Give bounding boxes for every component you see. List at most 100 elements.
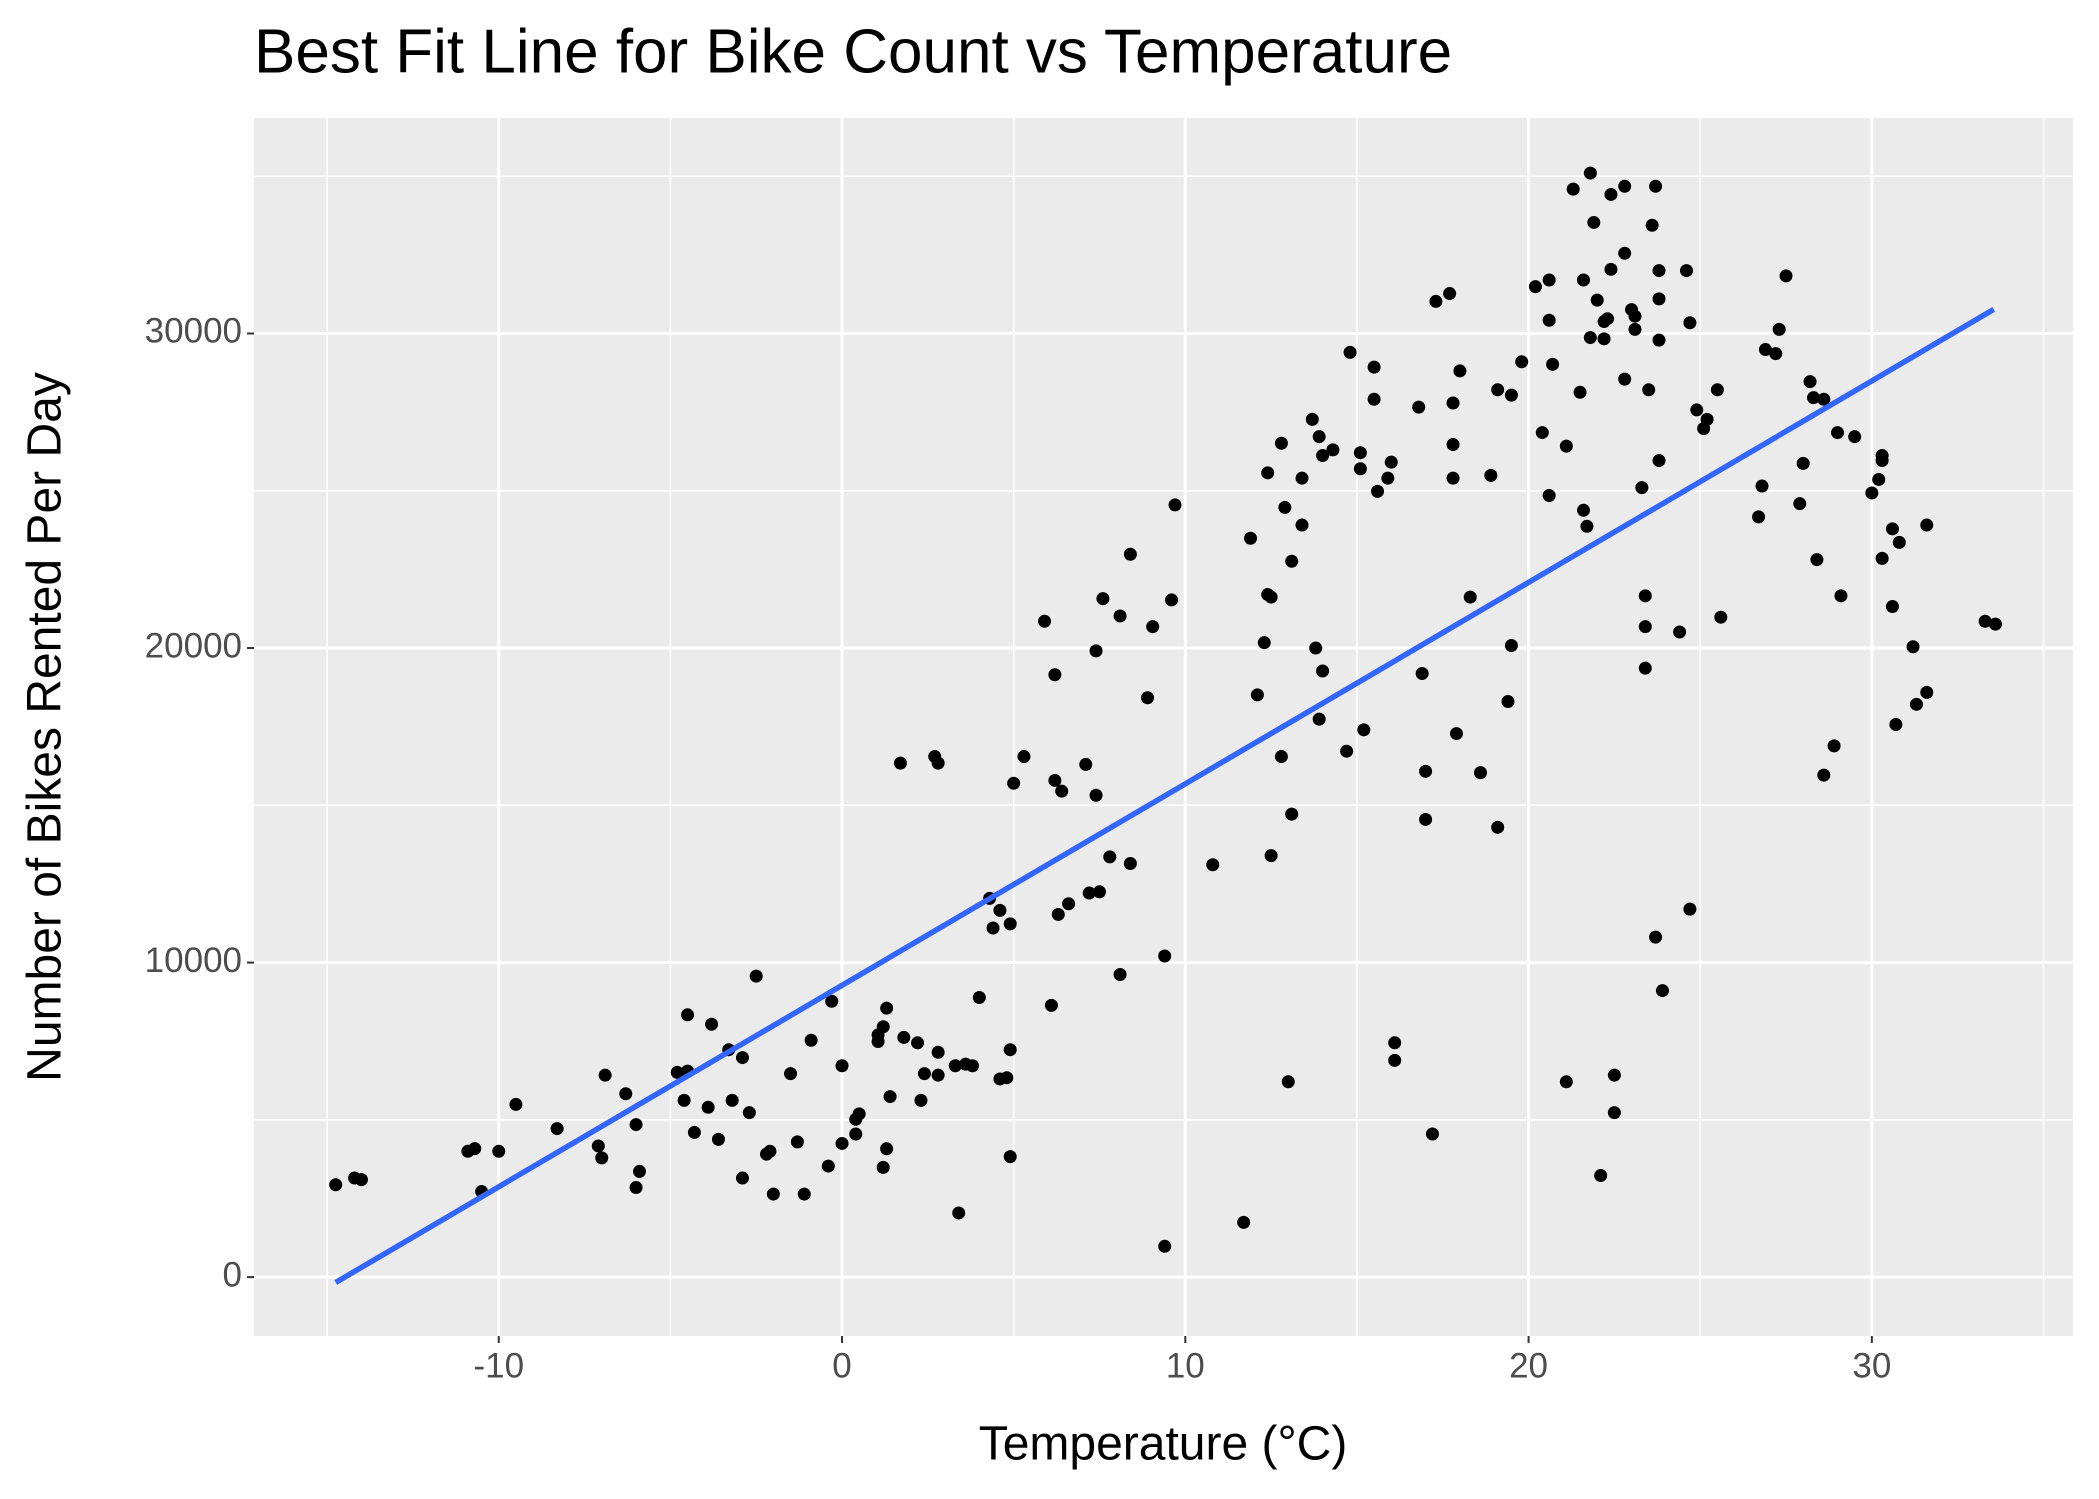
point bbox=[1978, 614, 1992, 628]
point bbox=[1642, 383, 1656, 397]
point bbox=[1872, 472, 1886, 486]
point bbox=[917, 1067, 931, 1081]
point bbox=[1048, 773, 1062, 787]
point bbox=[1384, 455, 1398, 469]
point bbox=[1264, 590, 1278, 604]
point bbox=[1649, 179, 1663, 193]
point bbox=[742, 1106, 756, 1120]
point bbox=[1806, 391, 1820, 405]
point bbox=[1528, 280, 1542, 294]
point bbox=[705, 1017, 719, 1031]
point bbox=[1758, 343, 1772, 357]
point bbox=[1484, 468, 1498, 482]
point bbox=[619, 1087, 633, 1101]
point bbox=[1607, 1068, 1621, 1082]
point bbox=[1803, 375, 1817, 389]
point bbox=[911, 1036, 925, 1050]
point bbox=[1793, 497, 1807, 511]
x-tick-label: 30 bbox=[1852, 1346, 1891, 1385]
point bbox=[1051, 907, 1065, 921]
point bbox=[766, 1187, 780, 1201]
point bbox=[883, 1090, 897, 1104]
point bbox=[952, 1206, 966, 1220]
point bbox=[1618, 246, 1632, 260]
point bbox=[893, 756, 907, 770]
point bbox=[1683, 902, 1697, 916]
point bbox=[790, 1135, 804, 1149]
point bbox=[1594, 1169, 1608, 1183]
point bbox=[1875, 454, 1889, 468]
point bbox=[1158, 1239, 1172, 1253]
point bbox=[1326, 443, 1340, 457]
point bbox=[1573, 385, 1587, 399]
point bbox=[629, 1180, 643, 1194]
point bbox=[1305, 412, 1319, 426]
point bbox=[1429, 294, 1443, 308]
point bbox=[1542, 313, 1556, 327]
point bbox=[598, 1068, 612, 1082]
point bbox=[1885, 600, 1899, 614]
point bbox=[880, 1142, 894, 1156]
point bbox=[595, 1151, 609, 1165]
point bbox=[1576, 503, 1590, 517]
point bbox=[1082, 886, 1096, 900]
point bbox=[1079, 757, 1093, 771]
point bbox=[1590, 293, 1604, 307]
point bbox=[1796, 456, 1810, 470]
point bbox=[1710, 383, 1724, 397]
y-tick-label: 30000 bbox=[145, 312, 242, 351]
point bbox=[1089, 788, 1103, 802]
point bbox=[1261, 466, 1275, 480]
point bbox=[1875, 551, 1889, 565]
point bbox=[1278, 500, 1292, 514]
y-tick-label: 10000 bbox=[145, 941, 242, 980]
point bbox=[1103, 850, 1117, 864]
point bbox=[354, 1173, 368, 1187]
x-tick-label: 10 bbox=[1166, 1346, 1205, 1385]
point bbox=[1909, 697, 1923, 711]
point bbox=[1048, 668, 1062, 682]
point bbox=[1848, 430, 1862, 444]
point bbox=[1920, 685, 1934, 699]
point bbox=[1559, 1075, 1573, 1089]
point bbox=[804, 1033, 818, 1047]
point bbox=[1316, 664, 1330, 678]
point bbox=[1316, 449, 1330, 463]
point bbox=[1003, 917, 1017, 931]
point bbox=[1988, 617, 2002, 631]
point bbox=[993, 903, 1007, 917]
point bbox=[972, 990, 986, 1004]
point bbox=[1673, 625, 1687, 639]
point bbox=[1515, 355, 1529, 369]
point bbox=[1817, 392, 1831, 406]
point bbox=[1583, 331, 1597, 345]
point bbox=[629, 1118, 643, 1132]
point bbox=[591, 1139, 605, 1153]
point bbox=[763, 1144, 777, 1158]
point bbox=[1312, 430, 1326, 444]
point bbox=[1714, 610, 1728, 624]
point bbox=[1446, 396, 1460, 410]
point bbox=[1367, 392, 1381, 406]
point bbox=[1580, 519, 1594, 533]
point bbox=[701, 1100, 715, 1114]
point bbox=[876, 1020, 890, 1034]
point bbox=[1810, 553, 1824, 567]
point bbox=[1618, 179, 1632, 193]
point bbox=[1017, 750, 1031, 764]
point bbox=[1827, 739, 1841, 753]
point bbox=[1312, 712, 1326, 726]
point bbox=[1357, 723, 1371, 737]
point bbox=[1769, 347, 1783, 361]
point bbox=[1504, 639, 1518, 653]
point bbox=[1559, 439, 1573, 453]
point bbox=[1831, 426, 1845, 440]
chart-title: Best Fit Line for Bike Count vs Temperat… bbox=[254, 17, 1452, 86]
point bbox=[931, 1068, 945, 1082]
point bbox=[1165, 593, 1179, 607]
point bbox=[931, 756, 945, 770]
point bbox=[1146, 620, 1160, 634]
point bbox=[1683, 316, 1697, 330]
point bbox=[986, 921, 1000, 935]
